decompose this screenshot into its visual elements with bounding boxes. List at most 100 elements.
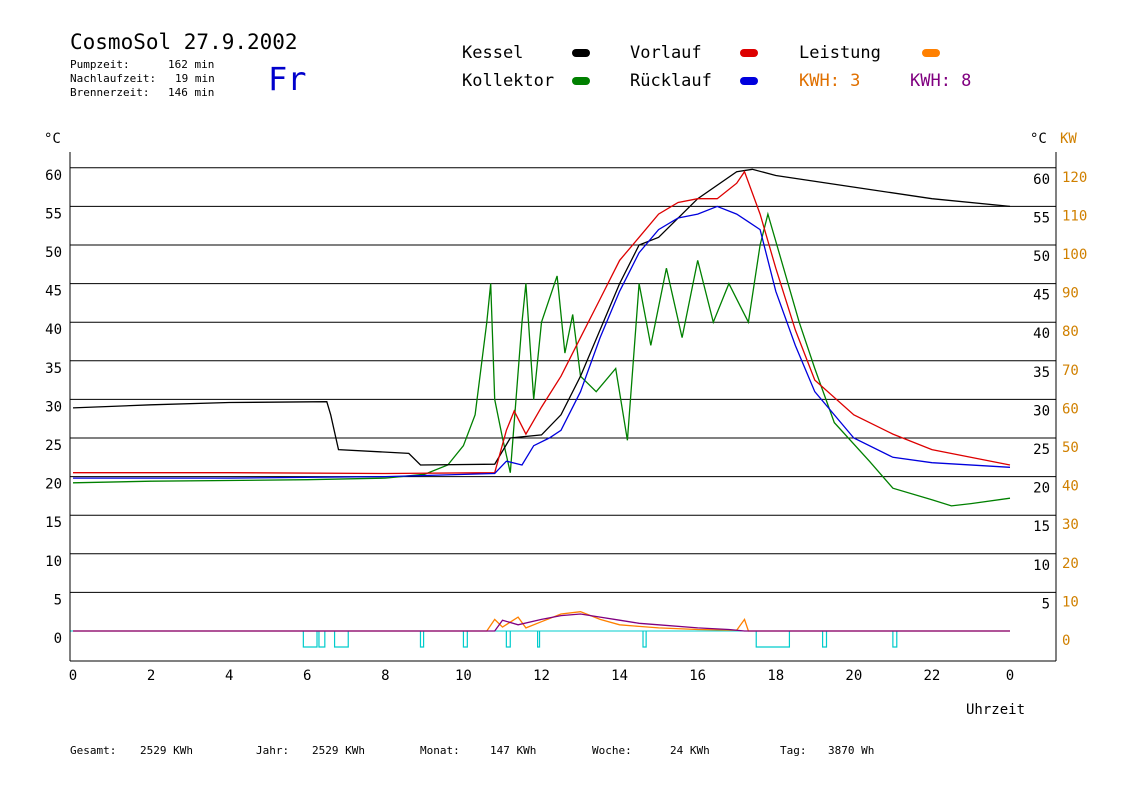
x-tick-label: 4 [225, 668, 233, 684]
stat-pumpzeit-label: Pumpzeit: [70, 58, 130, 71]
y-tick-label-left: 45 [45, 284, 62, 300]
x-tick-label: 18 [767, 668, 784, 684]
y-tick-label-right: 25 [1033, 442, 1050, 458]
legend-ruecklauf-swatch [740, 77, 758, 85]
stat-nachlaufzeit-value: 19 min [175, 72, 215, 85]
y-tick-label-left: 30 [45, 399, 62, 415]
app-title: CosmoSol 27.9.2002 [70, 30, 298, 54]
x-tick-label: 0 [1006, 668, 1014, 684]
x-tick-label: 14 [611, 668, 628, 684]
footer-monat-value: 147 KWh [490, 744, 537, 757]
x-tick-label: 8 [381, 668, 389, 684]
y-tick-label-power: 20 [1062, 556, 1079, 572]
y-axis-right-temp-unit: °C [1030, 131, 1047, 147]
y-tick-label-power: 0 [1062, 633, 1070, 649]
pump-pulse [302, 631, 318, 648]
y-axis-right-power-unit: KW [1060, 131, 1077, 147]
x-tick-label: 20 [845, 668, 862, 684]
footer-jahr-label: Jahr: [256, 744, 290, 757]
y-tick-label-power: 30 [1062, 517, 1079, 533]
y-tick-label-power: 70 [1062, 363, 1079, 379]
x-tick-label: 22 [923, 668, 940, 684]
y-tick-label-right: 20 [1033, 481, 1050, 497]
x-tick-label: 6 [303, 668, 311, 684]
pump-pulse [755, 631, 791, 648]
y-tick-label-power: 80 [1062, 324, 1079, 340]
series-line-rcklauf [73, 205, 1011, 479]
stat-brennerzeit-value: 146 min [168, 86, 215, 99]
footer-monat-label: Monat: [420, 744, 460, 757]
stat-brennerzeit-label: Brennerzeit: [70, 86, 150, 99]
legend-vorlauf-swatch [740, 49, 758, 57]
x-tick-label: 0 [69, 668, 77, 684]
footer-woche-value: 24 KWh [670, 744, 710, 757]
stat-nachlaufzeit-label: Nachlaufzeit: [70, 72, 157, 85]
footer-tag-value: 3870 Wh [828, 744, 875, 757]
y-tick-label-right: 50 [1033, 249, 1050, 265]
pump-pulse [536, 631, 541, 648]
legend-ruecklauf-label: Rücklauf [630, 71, 712, 91]
weekday-label: Fr [268, 60, 307, 98]
x-tick-label: 2 [147, 668, 155, 684]
y-tick-label-right: 30 [1033, 403, 1050, 419]
y-tick-label-left: 20 [45, 477, 62, 493]
legend-leistung-swatch [922, 49, 940, 57]
pump-pulse [642, 631, 647, 648]
footer-woche-label: Woche: [592, 744, 632, 757]
series-line-kollektor [72, 211, 1011, 507]
y-tick-label-left: 0 [54, 631, 62, 647]
y-tick-label-left: 60 [45, 168, 62, 184]
legend-kwh-solar: KWH: 3 [799, 71, 861, 91]
y-tick-label-left: 35 [45, 361, 62, 377]
stat-pumpzeit-value: 162 min [168, 58, 215, 71]
footer-tag-label: Tag: [780, 744, 807, 757]
x-tick-label: 16 [689, 668, 706, 684]
footer-jahr-value: 2529 KWh [312, 744, 365, 757]
pump-pulse [333, 631, 349, 648]
y-tick-label-left: 25 [45, 438, 62, 454]
series-line-arbeit [73, 613, 1010, 632]
y-tick-label-right: 40 [1033, 326, 1050, 342]
series-line-kessel [72, 168, 1011, 466]
y-tick-label-left: 55 [45, 206, 62, 222]
pump-pulse [462, 631, 468, 648]
y-tick-label-power: 50 [1062, 440, 1079, 456]
legend-leistung-label: Leistung [799, 43, 881, 63]
y-tick-label-power: 100 [1062, 247, 1087, 263]
legend-kessel-label: Kessel [462, 43, 524, 63]
legend-kwh-total: KWH: 8 [910, 71, 972, 91]
y-tick-label-right: 5 [1042, 596, 1050, 612]
y-axis-left-unit: °C [44, 131, 61, 147]
x-tick-label: 12 [533, 668, 550, 684]
y-tick-label-right: 60 [1033, 172, 1050, 188]
y-tick-label-power: 90 [1062, 286, 1079, 302]
y-tick-label-power: 110 [1062, 208, 1087, 224]
y-tick-label-left: 5 [54, 592, 62, 608]
y-tick-label-power: 40 [1062, 479, 1079, 495]
y-tick-label-left: 15 [45, 515, 62, 531]
y-tick-label-right: 10 [1033, 558, 1050, 574]
y-tick-label-power: 10 [1062, 594, 1079, 610]
y-tick-label-power: 120 [1062, 170, 1087, 186]
legend-vorlauf-label: Vorlauf [630, 43, 702, 63]
y-tick-label-right: 55 [1033, 210, 1050, 226]
y-tick-label-left: 40 [45, 322, 62, 338]
x-axis-label: Uhrzeit [966, 702, 1025, 718]
y-tick-label-left: 10 [45, 554, 62, 570]
x-tick-label: 10 [455, 668, 472, 684]
footer-gesamt-label: Gesamt: [70, 744, 117, 757]
y-tick-label-right: 35 [1033, 365, 1050, 381]
pump-pulse [821, 631, 828, 648]
legend-kollektor-label: Kollektor [462, 71, 555, 91]
pump-pulse [505, 631, 511, 648]
y-tick-label-right: 45 [1033, 288, 1050, 304]
y-tick-label-right: 15 [1033, 519, 1050, 535]
series-line-leistung [73, 611, 1010, 632]
footer-gesamt-value: 2529 KWh [140, 744, 193, 757]
legend-kollektor-swatch [572, 77, 590, 85]
series-line-vorlauf [73, 170, 1011, 475]
y-tick-label-left: 50 [45, 245, 62, 261]
pump-pulse [892, 631, 898, 648]
pump-pulse [318, 631, 326, 648]
